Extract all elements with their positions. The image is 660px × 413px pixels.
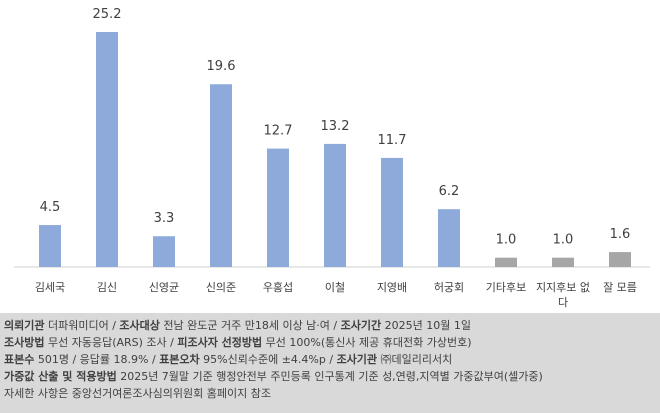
note-text: 501명 / 응답률 18.9% / [34,353,160,366]
note-text: 무선 100%(통신사 제공 휴대전화 가상번호) [262,336,472,349]
x-tick-label: 김신 [96,281,118,294]
x-tick-label: 신의준 [205,281,237,294]
bar [609,252,631,267]
note-label: 표본오차 [159,353,200,366]
note-label: 표본수 [4,353,35,366]
value-label: 19.6 [207,59,236,74]
x-tick-label: 우홍섭 [262,281,294,294]
note-text: ㈜데일리리서치 [377,353,453,366]
note-label: 의뢰기관 [4,319,45,332]
bar [438,209,460,267]
x-tick-label: 김세국 [34,281,66,294]
note-line: 자세한 사항은 중앙선거여론조사심의위원회 홈페이지 참조 [4,385,656,402]
value-label: 6.2 [439,184,460,199]
value-label: 11.7 [378,133,407,148]
note-label: 조사방법 [4,336,45,349]
bar [96,32,118,267]
note-label: 조사대상 [119,319,160,332]
value-label: 1.0 [496,233,517,248]
chart: 4.5 25.2 3.3 19.6 12.7 13.2 11.7 6.2 1.0 1.0 1.6 [14,7,650,268]
bar [153,236,175,267]
value-label: 3.3 [154,211,175,226]
note-line: 조사방법 무선 자동응답(ARS) 조사 / 피조사자 선정방법 무선 100%… [4,334,656,351]
note-label: 가중값 산출 및 적용방법 [4,370,117,383]
value-label: 1.0 [553,233,574,248]
bar [381,157,403,267]
bar [210,84,232,267]
x-tick-label: 잘 모름 [603,281,637,294]
note-text: 95%신뢰수준에 ±4.4%p / [199,353,337,366]
note-text: 전남 완도군 거주 만18세 이상 남·여 / [159,319,341,332]
value-label: 25.2 [93,7,122,22]
note-line: 표본수 501명 / 응답률 18.9% / 표본오차 95%신뢰수준에 ±4.… [4,351,656,368]
note-label: 조사기관 [336,353,378,366]
note-text: 무선 자동응답(ARS) 조사 / [44,336,178,349]
x-tick-label: 신영균 [148,281,180,294]
x-tick-label: 지지후보 없다 [535,281,591,309]
bar [267,148,289,267]
note-text: 더파워미디어 / [44,319,120,332]
bar [495,257,517,267]
note-text: 2025년 10월 1일 [381,319,471,332]
x-tick-label: 지영배 [376,281,408,294]
x-tick-label: 허궁회 [433,281,465,294]
note-label: 피조사자 선정방법 [177,336,263,349]
value-label: 13.2 [321,119,350,134]
note-text: 자세한 사항은 중앙선거여론조사심의위원회 홈페이지 참조 [4,387,271,400]
note-line: 가중값 산출 및 적용방법 2025년 7월말 기준 행정안전부 주민등록 인구… [4,368,656,385]
x-tick-label: 이철 [324,281,346,294]
bar [552,257,574,267]
note-text: 2025년 7월말 기준 행정안전부 주민등록 인구통계 기준 성,연령,지역별… [116,370,543,383]
value-label: 12.7 [264,124,293,139]
x-tick-label: 기타후보 [485,281,527,294]
bar [39,225,61,267]
value-label: 1.6 [610,227,631,242]
value-label: 4.5 [40,200,61,215]
note-label: 조사기간 [340,319,382,332]
survey-notes: 의뢰기관 더파워미디어 / 조사대상 전남 완도군 거주 만18세 이상 남·여… [0,313,660,413]
bar [324,143,346,267]
note-line: 의뢰기관 더파워미디어 / 조사대상 전남 완도군 거주 만18세 이상 남·여… [4,317,656,334]
